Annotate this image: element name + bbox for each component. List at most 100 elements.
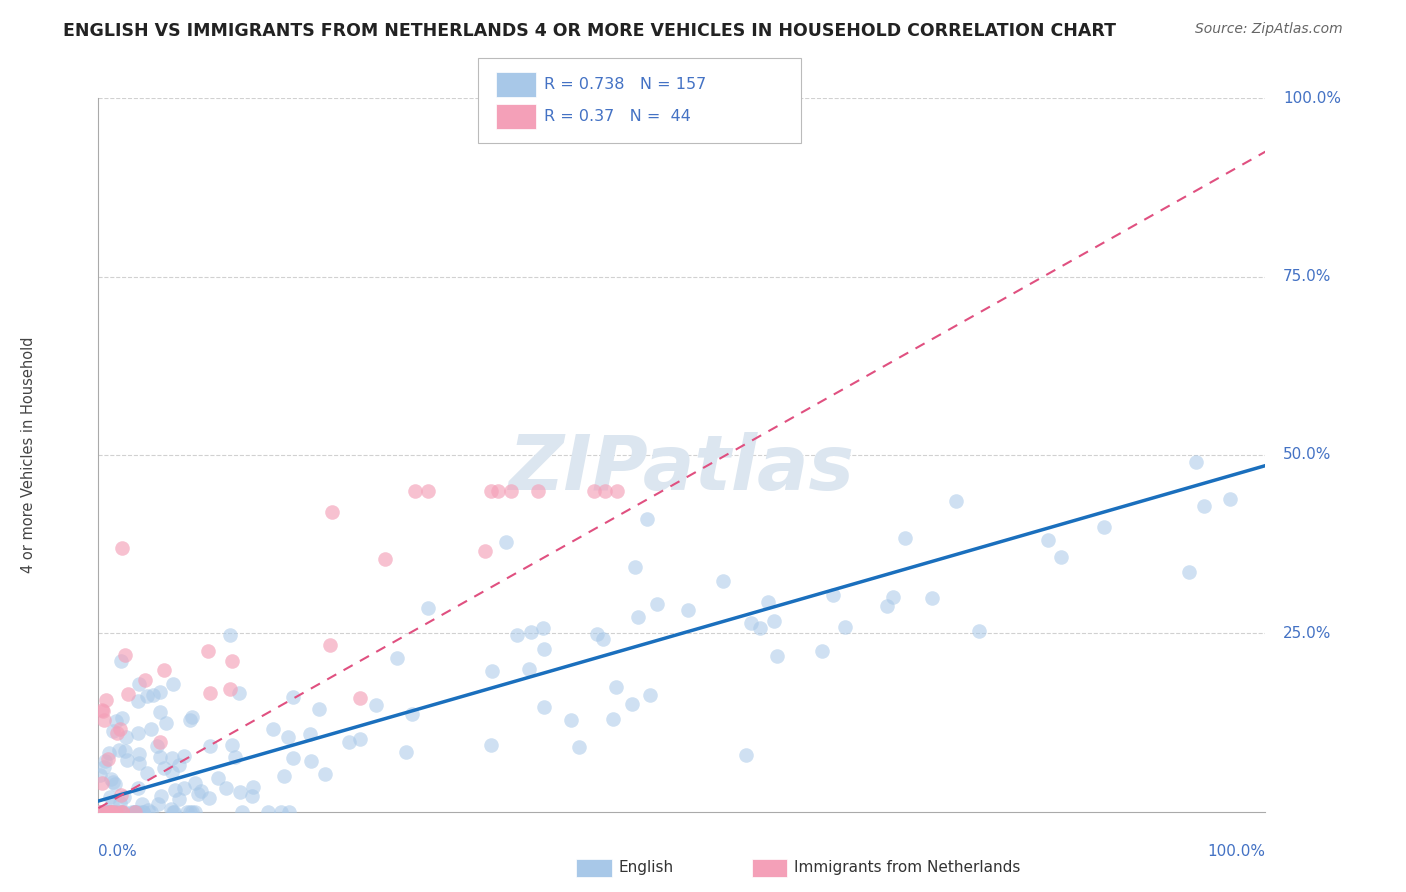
Point — [676, 603, 699, 617]
Point — [134, 673, 156, 687]
Point — [124, 805, 146, 819]
Point — [620, 698, 643, 712]
Point — [735, 747, 758, 762]
Text: 0.0%: 0.0% — [98, 844, 138, 859]
Point — [273, 769, 295, 783]
Point — [1092, 520, 1115, 534]
Point — [173, 780, 195, 795]
Point — [176, 805, 198, 819]
Point — [96, 805, 118, 819]
Point — [87, 805, 110, 819]
Point — [110, 796, 132, 810]
Point — [893, 531, 915, 545]
Point — [112, 790, 135, 805]
Point — [240, 789, 263, 804]
Point — [111, 541, 134, 556]
Point — [1036, 533, 1059, 547]
Point — [277, 731, 299, 745]
Point — [481, 664, 503, 678]
Point — [519, 624, 541, 639]
Point — [98, 805, 121, 819]
Point — [624, 560, 647, 574]
Point — [128, 756, 150, 771]
Point — [636, 512, 658, 526]
Point — [93, 760, 115, 774]
Point — [105, 726, 128, 740]
Point — [111, 805, 134, 819]
Point — [479, 483, 502, 498]
Point — [100, 797, 122, 811]
Point — [283, 690, 305, 705]
Point — [97, 805, 120, 819]
Point — [89, 767, 111, 781]
Point — [1178, 565, 1201, 579]
Point — [173, 748, 195, 763]
Point — [242, 780, 264, 794]
Point — [162, 677, 184, 691]
Point — [967, 624, 990, 638]
Point — [197, 644, 219, 658]
Point — [111, 805, 134, 819]
Point — [110, 805, 132, 819]
Text: Immigrants from Netherlands: Immigrants from Netherlands — [794, 861, 1021, 875]
Point — [127, 693, 149, 707]
Point — [100, 772, 122, 786]
Point — [606, 483, 628, 498]
Point — [155, 716, 177, 731]
Point — [160, 765, 183, 780]
Point — [179, 713, 201, 727]
Point — [127, 726, 149, 740]
Point — [533, 641, 555, 656]
Point — [124, 805, 146, 819]
Point — [395, 744, 418, 758]
Point — [98, 805, 121, 819]
Point — [499, 483, 522, 498]
Point — [385, 650, 408, 665]
Point — [921, 591, 943, 605]
Point — [127, 805, 149, 819]
Point — [96, 805, 118, 819]
Point — [146, 739, 169, 753]
Point — [148, 797, 170, 811]
Point — [262, 722, 284, 736]
Point — [181, 710, 204, 724]
Point — [103, 724, 125, 739]
Point — [98, 746, 121, 760]
Point — [228, 784, 250, 798]
Text: 75.0%: 75.0% — [1282, 269, 1331, 284]
Point — [162, 805, 184, 819]
Point — [149, 684, 172, 698]
Point — [141, 723, 163, 737]
Point — [811, 644, 834, 658]
Point — [321, 505, 343, 519]
Point — [94, 754, 117, 768]
Point — [124, 805, 146, 819]
Point — [149, 735, 172, 749]
Point — [221, 654, 243, 668]
Point — [198, 739, 221, 753]
Point — [90, 805, 112, 819]
Point — [104, 714, 127, 728]
Point — [270, 805, 292, 819]
Point — [197, 790, 219, 805]
Point — [91, 805, 114, 819]
Text: 25.0%: 25.0% — [1282, 626, 1331, 640]
Point — [101, 805, 124, 819]
Point — [184, 805, 207, 819]
Point — [298, 727, 321, 741]
Point — [108, 743, 131, 757]
Point — [740, 615, 762, 630]
Point — [110, 654, 132, 668]
Text: 100.0%: 100.0% — [1282, 91, 1341, 105]
Point — [374, 551, 396, 566]
Point — [479, 739, 502, 753]
Point — [823, 588, 845, 602]
Point — [474, 544, 496, 558]
Point — [89, 805, 111, 819]
Point — [110, 723, 132, 737]
Point — [763, 615, 786, 629]
Point — [645, 597, 668, 611]
Point — [91, 703, 114, 717]
Point — [167, 757, 190, 772]
Point — [89, 805, 111, 819]
